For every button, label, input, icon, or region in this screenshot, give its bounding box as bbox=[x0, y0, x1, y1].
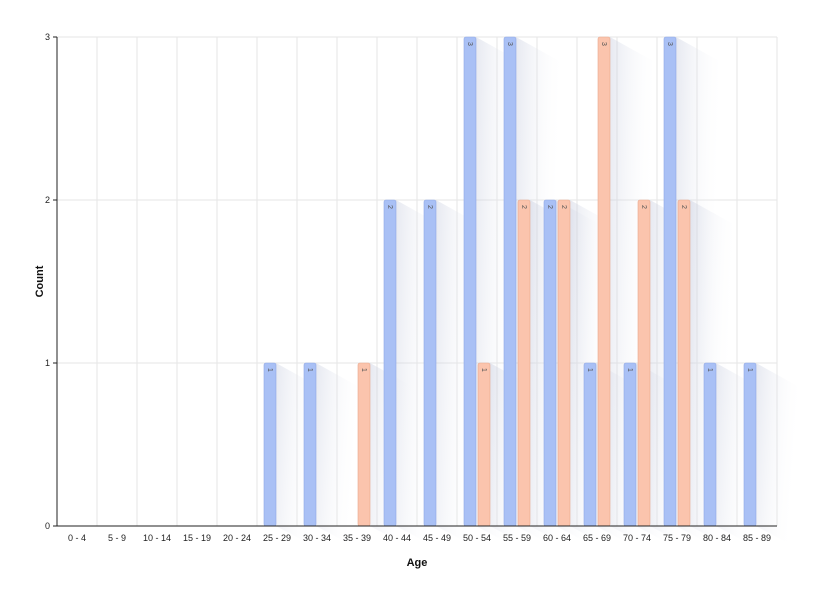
bar-value-label: 1 bbox=[706, 368, 713, 372]
bar-series-2[interactable] bbox=[597, 36, 611, 527]
bar-shadows bbox=[276, 37, 801, 550]
bar-series-1[interactable] bbox=[463, 36, 477, 527]
x-tick-label: 35 - 39 bbox=[343, 533, 371, 543]
x-tick-label: 80 - 84 bbox=[703, 533, 731, 543]
y-tick-label: 2 bbox=[45, 195, 50, 205]
bar-value-label: 3 bbox=[600, 42, 607, 46]
bar-series-1[interactable] bbox=[583, 362, 597, 527]
bar-series-2[interactable] bbox=[357, 362, 371, 527]
bars bbox=[263, 36, 757, 527]
bar-value-label: 2 bbox=[680, 205, 687, 209]
bar-series-2[interactable] bbox=[477, 362, 491, 527]
bar-value-label: 3 bbox=[506, 42, 513, 46]
bar-value-label: 2 bbox=[520, 205, 527, 209]
x-tick-label: 15 - 19 bbox=[183, 533, 211, 543]
x-tick-label: 25 - 29 bbox=[263, 533, 291, 543]
x-tick-label: 50 - 54 bbox=[463, 533, 491, 543]
x-tick-label: 65 - 69 bbox=[583, 533, 611, 543]
bar-value-label: 1 bbox=[360, 368, 367, 372]
x-tick-label: 10 - 14 bbox=[143, 533, 171, 543]
bar-series-1[interactable] bbox=[503, 36, 517, 527]
bar-value-label: 2 bbox=[386, 205, 393, 209]
x-tick-label: 55 - 59 bbox=[503, 533, 531, 543]
x-tick-label: 85 - 89 bbox=[743, 533, 771, 543]
y-axis-title: Count bbox=[34, 265, 46, 297]
x-tick-label: 5 - 9 bbox=[108, 533, 126, 543]
bar-value-label: 1 bbox=[586, 368, 593, 372]
bar-series-1[interactable] bbox=[423, 199, 437, 527]
bar-value-label: 2 bbox=[546, 205, 553, 209]
bar-value-label: 2 bbox=[426, 205, 433, 209]
bar-value-label: 3 bbox=[466, 42, 473, 46]
bar-series-2[interactable] bbox=[557, 199, 571, 527]
bar-value-label: 1 bbox=[266, 368, 273, 372]
bar-series-1[interactable] bbox=[743, 362, 757, 527]
labels: 1 1 2 2 3 3 2 1 1 3 1 1 1 1 2 2 3 2 2 0 1 2 3 0 - 4 5 - 9 10 - 14… bbox=[45, 32, 771, 543]
bar-shadow bbox=[756, 363, 801, 550]
bar-value-label: 1 bbox=[306, 368, 313, 372]
x-tick-label: 75 - 79 bbox=[663, 533, 691, 543]
x-tick-label: 0 - 4 bbox=[68, 533, 86, 543]
bar-series-1[interactable] bbox=[663, 36, 677, 527]
y-tick-label: 1 bbox=[45, 358, 50, 368]
x-tick-label: 30 - 34 bbox=[303, 533, 331, 543]
bar-value-label: 2 bbox=[560, 205, 567, 209]
x-tick-label: 45 - 49 bbox=[423, 533, 451, 543]
x-axis-title: Age bbox=[407, 557, 428, 569]
bar-series-1[interactable] bbox=[703, 362, 717, 527]
bar-series-1[interactable] bbox=[383, 199, 397, 527]
bar-series-2[interactable] bbox=[637, 199, 651, 527]
y-tick-label: 0 bbox=[45, 521, 50, 531]
bar-series-2[interactable] bbox=[517, 199, 531, 527]
bar-series-1[interactable] bbox=[623, 362, 637, 527]
axes bbox=[53, 36, 777, 527]
bar-value-label: 1 bbox=[746, 368, 753, 372]
y-tick-label: 3 bbox=[45, 32, 50, 42]
bar-value-label: 1 bbox=[480, 368, 487, 372]
bar-value-label: 3 bbox=[666, 42, 673, 46]
bar-series-1[interactable] bbox=[303, 362, 317, 527]
x-tick-label: 60 - 64 bbox=[543, 533, 571, 543]
x-tick-label: 70 - 74 bbox=[623, 533, 651, 543]
bar-series-1[interactable] bbox=[263, 362, 277, 527]
bar-shadow bbox=[316, 363, 361, 550]
bar-value-label: 2 bbox=[640, 205, 647, 209]
bar-value-label: 1 bbox=[626, 368, 633, 372]
bar-series-2[interactable] bbox=[677, 199, 691, 527]
x-tick-label: 20 - 24 bbox=[223, 533, 251, 543]
bar-series-1[interactable] bbox=[543, 199, 557, 527]
x-tick-label: 40 - 44 bbox=[383, 533, 411, 543]
